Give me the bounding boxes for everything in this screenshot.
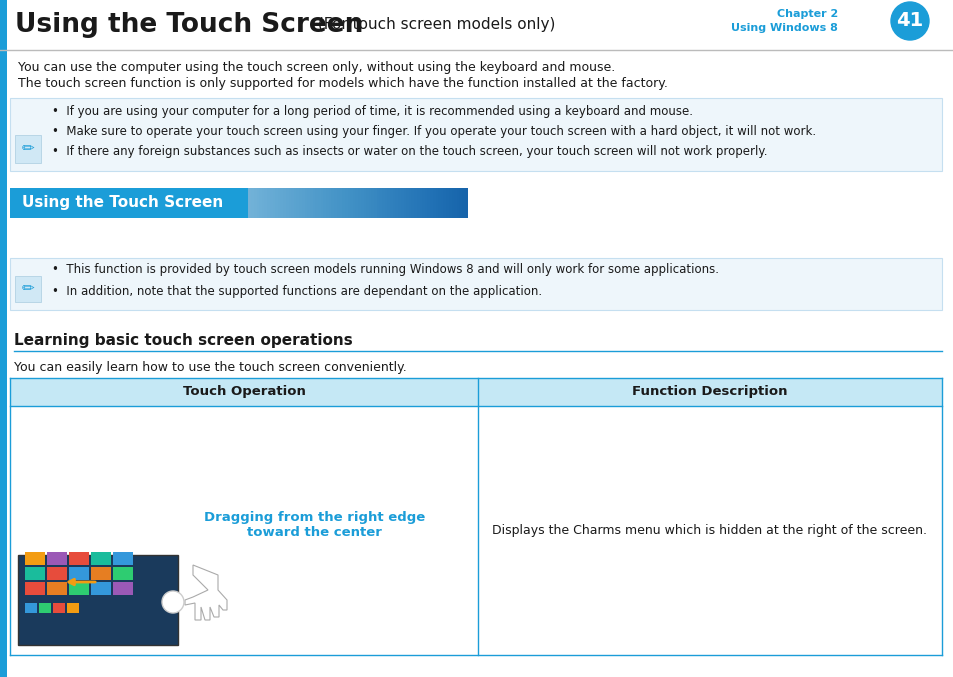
- Text: Dragging from the right edge
toward the center: Dragging from the right edge toward the …: [204, 512, 424, 540]
- Bar: [15, 135, 41, 163]
- Bar: [53, 603, 65, 613]
- Text: You can use the computer using the touch screen only, without using the keyboard: You can use the computer using the touch…: [18, 62, 615, 74]
- Bar: [39, 603, 51, 613]
- Bar: [10, 258, 941, 310]
- Bar: [91, 567, 111, 580]
- Text: Using Windows 8: Using Windows 8: [730, 23, 837, 33]
- Polygon shape: [185, 565, 227, 620]
- Bar: [67, 603, 79, 613]
- Bar: [47, 567, 67, 580]
- Bar: [69, 582, 89, 595]
- Text: •  If you are using your computer for a long period of time, it is recommended u: • If you are using your computer for a l…: [52, 104, 692, 118]
- Bar: [69, 552, 89, 565]
- Bar: [0, 0, 7, 677]
- Bar: [91, 552, 111, 565]
- Bar: [25, 582, 45, 595]
- Circle shape: [890, 2, 928, 40]
- Bar: [10, 188, 248, 218]
- Bar: [10, 378, 941, 406]
- Bar: [47, 582, 67, 595]
- Text: •  If there any foreign substances such as insects or water on the touch screen,: • If there any foreign substances such a…: [52, 144, 767, 158]
- Bar: [18, 555, 178, 645]
- Text: •  In addition, note that the supported functions are dependant on the applicati: • In addition, note that the supported f…: [52, 284, 541, 297]
- Bar: [69, 567, 89, 580]
- Bar: [25, 567, 45, 580]
- Bar: [25, 603, 37, 613]
- Text: The touch screen function is only supported for models which have the function i: The touch screen function is only suppor…: [18, 77, 667, 89]
- Bar: [47, 552, 67, 565]
- Bar: [112, 552, 132, 565]
- Text: Using the Touch Screen: Using the Touch Screen: [22, 196, 223, 211]
- Bar: [10, 98, 941, 171]
- Bar: [112, 567, 132, 580]
- Text: Displays the Charms menu which is hidden at the right of the screen.: Displays the Charms menu which is hidden…: [492, 524, 926, 537]
- Text: Touch Operation: Touch Operation: [182, 385, 305, 399]
- Bar: [15, 276, 41, 302]
- Circle shape: [162, 591, 184, 613]
- Text: •  Make sure to operate your touch screen using your finger. If you operate your: • Make sure to operate your touch screen…: [52, 125, 815, 137]
- Text: (For touch screen models only): (For touch screen models only): [313, 18, 555, 32]
- Text: Using the Touch Screen: Using the Touch Screen: [15, 12, 363, 38]
- Text: ✏: ✏: [22, 141, 34, 156]
- Text: Function Description: Function Description: [632, 385, 787, 399]
- Text: Chapter 2: Chapter 2: [776, 9, 837, 19]
- Text: ✏: ✏: [22, 282, 34, 297]
- Bar: [112, 582, 132, 595]
- Bar: [25, 552, 45, 565]
- Bar: [91, 582, 111, 595]
- Text: •  This function is provided by touch screen models running Windows 8 and will o: • This function is provided by touch scr…: [52, 263, 719, 276]
- Text: Learning basic touch screen operations: Learning basic touch screen operations: [14, 332, 353, 347]
- Text: You can easily learn how to use the touch screen conveniently.: You can easily learn how to use the touc…: [14, 360, 406, 374]
- Text: 41: 41: [896, 12, 923, 30]
